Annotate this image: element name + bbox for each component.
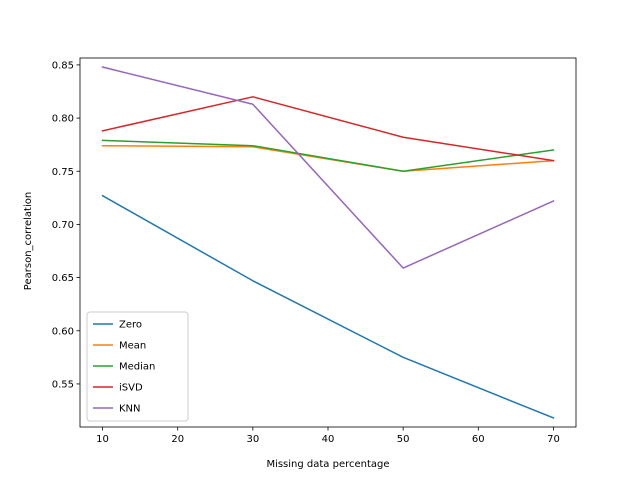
- axes-layer: 10 20 30 40 50 60 70 0.55 0.60 0.65 0.70 0.75 0.80 0.…: [52, 57, 577, 445]
- y-tick-label: 0.70: [52, 220, 74, 231]
- y-tick-label: 0.55: [52, 379, 74, 390]
- x-tick-label: 20: [171, 434, 184, 445]
- legend: Zero Mean Median iSVD KNN: [86, 311, 189, 422]
- x-axis-label: Missing data percentage: [266, 459, 389, 470]
- series-line-knn: [101, 66, 555, 269]
- legend-label-knn: KNN: [119, 404, 141, 415]
- x-tick-label: 60: [472, 434, 485, 445]
- series-layer: [101, 66, 555, 419]
- x-tick-label: 70: [547, 434, 560, 445]
- x-tick-label: 40: [322, 434, 335, 445]
- x-tick-label: 10: [96, 434, 109, 445]
- y-tick-label: 0.80: [52, 114, 74, 125]
- y-tick-label: 0.85: [52, 60, 74, 71]
- series-line-median: [101, 139, 555, 172]
- y-tick-label: 0.60: [52, 326, 74, 337]
- series-line-isvd: [101, 96, 555, 162]
- x-tick-label: 30: [246, 434, 259, 445]
- y-tick-label: 0.75: [52, 167, 74, 178]
- series-line-zero: [101, 194, 555, 419]
- y-axis-label: Pearson_correlation: [23, 192, 34, 290]
- y-tick-label: 0.65: [52, 273, 74, 284]
- legend-label-median: Median: [119, 362, 155, 373]
- legend-label-mean: Mean: [119, 341, 146, 352]
- legend-box: [86, 311, 189, 422]
- legend-label-zero: Zero: [119, 320, 142, 331]
- x-tick-label: 50: [397, 434, 410, 445]
- legend-label-isvd: iSVD: [119, 383, 143, 394]
